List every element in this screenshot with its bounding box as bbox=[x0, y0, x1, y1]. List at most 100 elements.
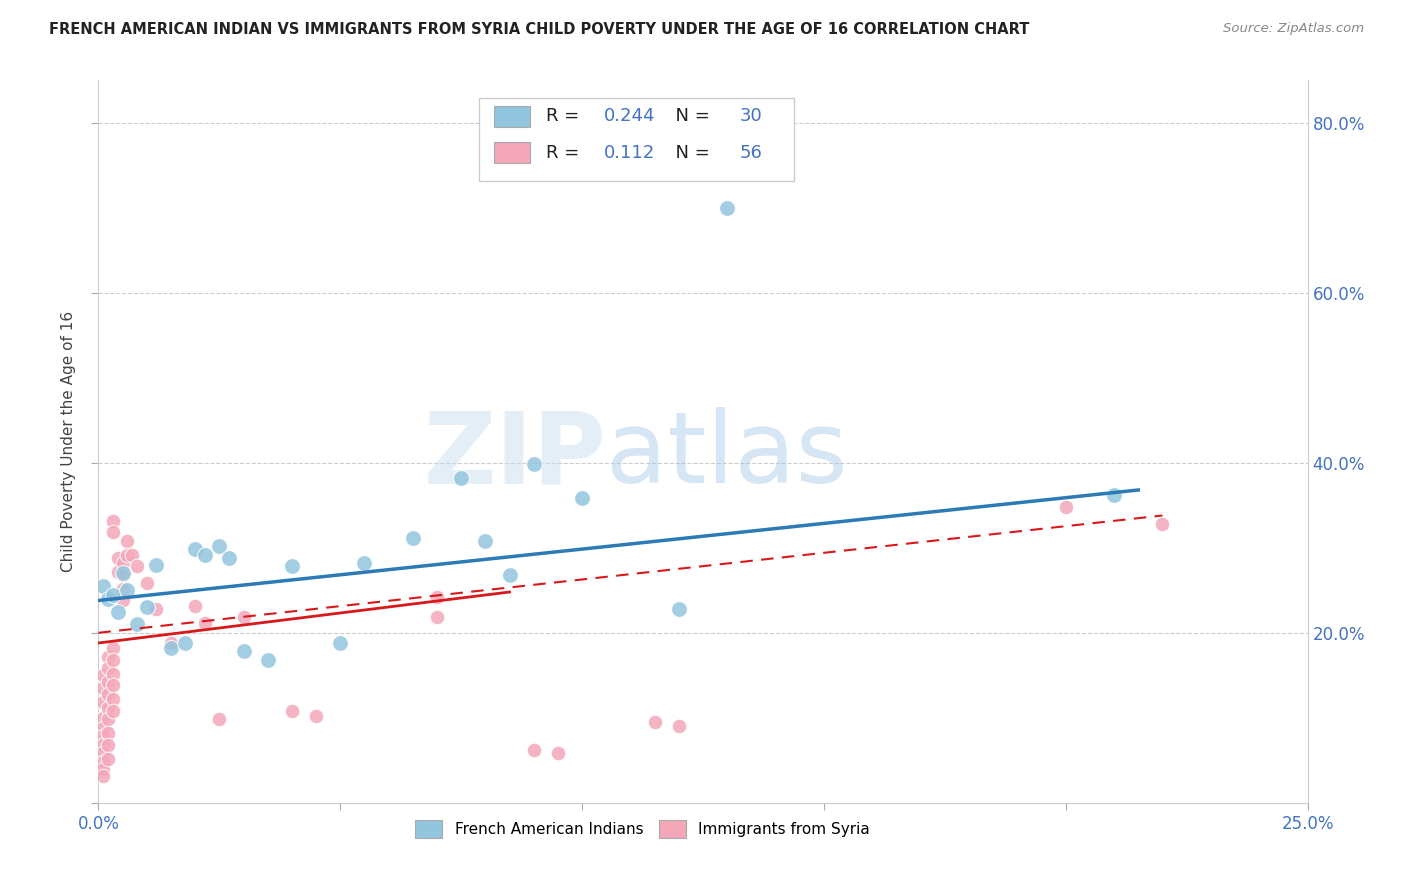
Point bbox=[101, 692, 124, 706]
Point bbox=[91, 721, 114, 735]
FancyBboxPatch shape bbox=[494, 105, 530, 128]
Point bbox=[194, 615, 217, 630]
Point bbox=[91, 762, 114, 776]
Point bbox=[281, 704, 304, 718]
Text: 56: 56 bbox=[740, 144, 762, 161]
Point bbox=[101, 678, 124, 692]
Point bbox=[111, 556, 134, 570]
Text: R =: R = bbox=[546, 107, 585, 126]
Point bbox=[426, 590, 449, 604]
Point bbox=[117, 583, 139, 598]
Point bbox=[91, 747, 114, 761]
Point bbox=[101, 514, 124, 528]
Y-axis label: Child Poverty Under the Age of 16: Child Poverty Under the Age of 16 bbox=[60, 311, 76, 572]
Point bbox=[426, 610, 449, 624]
Point bbox=[160, 636, 183, 650]
Point bbox=[97, 649, 120, 664]
Point bbox=[111, 593, 134, 607]
Text: 0.244: 0.244 bbox=[603, 107, 655, 126]
Point bbox=[184, 599, 207, 613]
Point bbox=[97, 591, 120, 606]
FancyBboxPatch shape bbox=[494, 142, 530, 163]
Point bbox=[127, 617, 149, 632]
Point bbox=[523, 458, 546, 472]
Point bbox=[107, 565, 129, 579]
Point bbox=[184, 542, 207, 557]
Point bbox=[121, 548, 143, 562]
Point bbox=[1054, 500, 1077, 514]
Point bbox=[101, 704, 124, 718]
Point bbox=[101, 525, 124, 540]
Text: 0.112: 0.112 bbox=[603, 144, 655, 161]
Point bbox=[117, 548, 139, 562]
Point bbox=[135, 600, 157, 615]
Point bbox=[101, 588, 124, 602]
Point bbox=[97, 675, 120, 690]
Point bbox=[117, 533, 139, 548]
Point bbox=[668, 602, 690, 616]
Point bbox=[208, 713, 231, 727]
Point bbox=[218, 551, 240, 566]
Point bbox=[111, 568, 134, 582]
Text: atlas: atlas bbox=[606, 408, 848, 505]
Text: N =: N = bbox=[664, 107, 716, 126]
Point bbox=[160, 641, 183, 656]
Point bbox=[97, 661, 120, 675]
Point bbox=[101, 641, 124, 656]
Point bbox=[91, 681, 114, 695]
Point bbox=[256, 653, 278, 667]
Point bbox=[353, 556, 375, 570]
Text: FRENCH AMERICAN INDIAN VS IMMIGRANTS FROM SYRIA CHILD POVERTY UNDER THE AGE OF 1: FRENCH AMERICAN INDIAN VS IMMIGRANTS FRO… bbox=[49, 22, 1029, 37]
Point bbox=[305, 709, 328, 723]
Text: N =: N = bbox=[664, 144, 716, 161]
Text: 30: 30 bbox=[740, 107, 762, 126]
Point bbox=[97, 738, 120, 752]
Point bbox=[474, 533, 496, 548]
Point bbox=[107, 551, 129, 566]
Point bbox=[523, 743, 546, 757]
Point bbox=[111, 582, 134, 596]
Point bbox=[145, 602, 167, 616]
Point bbox=[208, 539, 231, 553]
Point bbox=[91, 579, 114, 593]
Point bbox=[1102, 488, 1125, 502]
Point bbox=[97, 751, 120, 765]
Point bbox=[91, 730, 114, 744]
Point bbox=[716, 201, 738, 215]
Point bbox=[101, 653, 124, 667]
Point bbox=[97, 713, 120, 727]
Point bbox=[91, 738, 114, 752]
Point bbox=[107, 605, 129, 619]
Point bbox=[135, 576, 157, 591]
Point bbox=[329, 636, 352, 650]
Point bbox=[450, 471, 472, 485]
Point bbox=[97, 687, 120, 701]
Point bbox=[402, 531, 425, 545]
Point bbox=[547, 747, 569, 761]
Point bbox=[91, 711, 114, 725]
FancyBboxPatch shape bbox=[479, 98, 793, 181]
Point bbox=[91, 755, 114, 769]
Point bbox=[101, 666, 124, 681]
Point bbox=[1152, 516, 1174, 531]
Point bbox=[145, 558, 167, 572]
Legend: French American Indians, Immigrants from Syria: French American Indians, Immigrants from… bbox=[408, 813, 877, 846]
Point bbox=[174, 636, 197, 650]
Point bbox=[111, 566, 134, 581]
Point bbox=[97, 726, 120, 740]
Text: R =: R = bbox=[546, 144, 591, 161]
Point bbox=[97, 700, 120, 714]
Point bbox=[281, 559, 304, 574]
Text: Source: ZipAtlas.com: Source: ZipAtlas.com bbox=[1223, 22, 1364, 36]
Point bbox=[91, 696, 114, 710]
Point bbox=[232, 610, 254, 624]
Text: ZIP: ZIP bbox=[423, 408, 606, 505]
Point bbox=[91, 668, 114, 682]
Point bbox=[644, 714, 666, 729]
Point bbox=[232, 644, 254, 658]
Point bbox=[127, 559, 149, 574]
Point bbox=[498, 568, 520, 582]
Point bbox=[194, 548, 217, 562]
Point bbox=[571, 491, 593, 506]
Point bbox=[91, 769, 114, 783]
